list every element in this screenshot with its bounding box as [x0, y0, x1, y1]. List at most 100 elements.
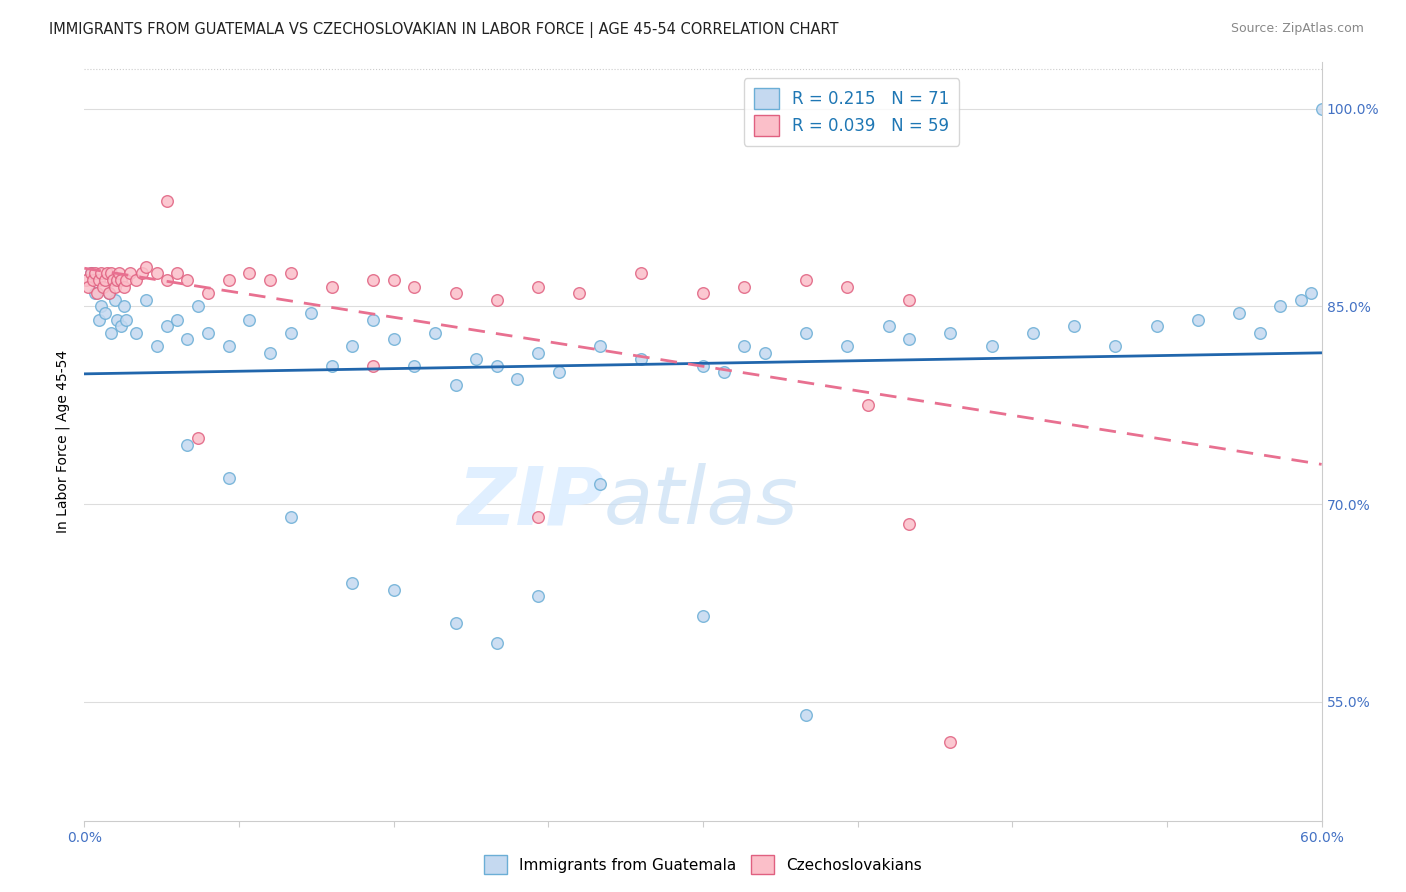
Point [630, 352, 652, 367]
Point [692, 609, 714, 624]
Point [794, 273, 817, 287]
Point [100, 267, 122, 281]
Point [83, 286, 105, 301]
Point [187, 299, 209, 313]
Point [166, 312, 188, 326]
Point [361, 273, 384, 287]
Point [939, 326, 962, 340]
Point [218, 471, 240, 485]
Text: ZIP: ZIP [457, 463, 605, 541]
Point [156, 273, 179, 287]
Point [837, 339, 859, 353]
Point [112, 279, 135, 293]
Point [94, 306, 117, 320]
Point [898, 516, 921, 531]
Point [105, 312, 128, 326]
Point [259, 273, 281, 287]
Point [131, 267, 153, 281]
Point [692, 359, 714, 373]
Point [90, 299, 112, 313]
Point [87, 312, 110, 326]
Point [589, 339, 612, 353]
Point [91, 279, 114, 293]
Point [96, 267, 118, 281]
Point [82, 273, 104, 287]
Point [125, 326, 148, 340]
Point [444, 378, 467, 392]
Point [342, 339, 364, 353]
Point [527, 345, 550, 359]
Point [1270, 299, 1292, 313]
Point [90, 267, 112, 281]
Point [259, 345, 281, 359]
Point [110, 273, 132, 287]
Point [1301, 286, 1323, 301]
Point [79, 267, 101, 281]
Point [238, 312, 260, 326]
Point [547, 365, 569, 379]
Point [1289, 293, 1312, 307]
Point [104, 293, 127, 307]
Point [589, 477, 612, 491]
Point [135, 293, 157, 307]
Point [898, 293, 921, 307]
Point [321, 359, 343, 373]
Point [100, 326, 122, 340]
Point [103, 273, 125, 287]
Point [361, 359, 384, 373]
Point [156, 194, 179, 208]
Point [238, 267, 260, 281]
Point [114, 273, 136, 287]
Point [87, 273, 110, 287]
Point [423, 326, 446, 340]
Point [1310, 102, 1333, 116]
Legend: Immigrants from Guatemala, Czechoslovakians: Immigrants from Guatemala, Czechoslovaki… [478, 849, 928, 880]
Y-axis label: In Labor Force | Age 45-54: In Labor Force | Age 45-54 [56, 350, 70, 533]
Point [568, 286, 591, 301]
Point [837, 279, 859, 293]
Point [1063, 319, 1085, 334]
Point [118, 267, 141, 281]
Point [485, 635, 508, 649]
Point [112, 299, 135, 313]
Text: Source: ZipAtlas.com: Source: ZipAtlas.com [1230, 22, 1364, 36]
Point [361, 312, 384, 326]
Point [104, 279, 127, 293]
Point [75, 273, 97, 287]
Point [218, 339, 240, 353]
Point [733, 339, 755, 353]
Point [1022, 326, 1045, 340]
Legend: R = 0.215   N = 71, R = 0.039   N = 59: R = 0.215 N = 71, R = 0.039 N = 59 [744, 78, 959, 145]
Point [280, 510, 302, 524]
Point [86, 286, 108, 301]
Point [794, 708, 817, 723]
Point [898, 332, 921, 346]
Point [506, 372, 529, 386]
Point [465, 352, 488, 367]
Point [166, 267, 188, 281]
Point [404, 359, 426, 373]
Point [156, 319, 179, 334]
Point [1104, 339, 1126, 353]
Point [98, 286, 121, 301]
Point [105, 273, 128, 287]
Point [218, 273, 240, 287]
Point [79, 267, 101, 281]
Point [1227, 306, 1250, 320]
Point [176, 273, 198, 287]
Point [197, 286, 219, 301]
Point [382, 582, 405, 597]
Text: atlas: atlas [605, 463, 799, 541]
Point [856, 398, 879, 412]
Point [145, 339, 167, 353]
Point [1187, 312, 1209, 326]
Point [135, 260, 157, 274]
Point [114, 312, 136, 326]
Point [692, 286, 714, 301]
Point [939, 734, 962, 748]
Point [77, 279, 100, 293]
Point [1146, 319, 1168, 334]
Point [110, 319, 132, 334]
Point [754, 345, 776, 359]
Point [94, 273, 117, 287]
